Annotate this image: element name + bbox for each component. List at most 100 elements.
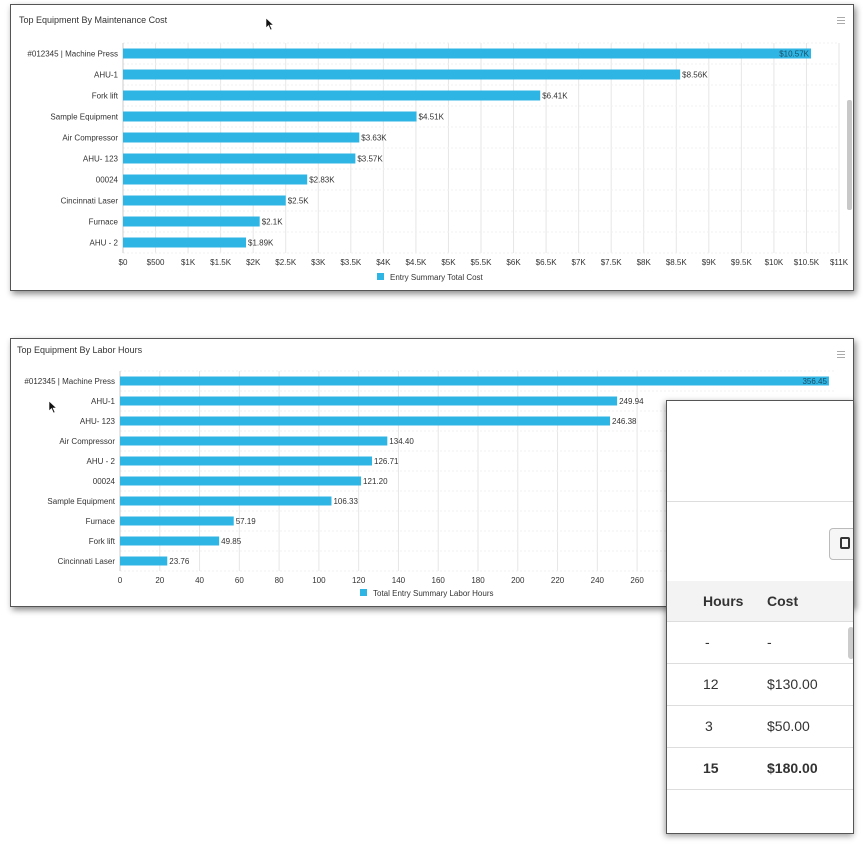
x-tick-label: $0 (119, 258, 128, 267)
x-tick-label: $500 (147, 258, 165, 267)
bar (120, 416, 611, 426)
data-label: $2.83K (309, 176, 335, 185)
legend-label: Total Entry Summary Labor Hours (373, 589, 494, 598)
menu-icon[interactable] (837, 351, 845, 358)
bar (123, 195, 286, 206)
data-label: 106.33 (333, 497, 358, 506)
maintenance-cost-chart: $0 $500 $1K $1.5K $2K $2.5K $3K $3.5K $4K $4.5K $5… (27, 42, 849, 282)
panel-title: Top Equipment By Maintenance Cost (19, 15, 168, 25)
x-tick-label: $7.5K (601, 258, 623, 267)
category-label: #012345 | Machine Press (27, 50, 118, 59)
bar (120, 496, 332, 506)
category-label: AHU - 2 (90, 239, 119, 248)
bar (120, 536, 220, 546)
x-tick-label: 160 (432, 576, 446, 585)
bar (123, 237, 247, 248)
x-tick-label: 180 (471, 576, 485, 585)
x-tick-label: $4.5K (405, 258, 427, 267)
bar (123, 69, 681, 80)
category-label: AHU-1 (91, 397, 116, 406)
hours-total: 15 (703, 760, 719, 776)
category-label: Furnace (89, 218, 119, 227)
data-label: 126.71 (374, 457, 399, 466)
x-tick-label: 240 (591, 576, 605, 585)
legend-swatch (377, 273, 384, 280)
bar (123, 216, 260, 227)
x-tick-label: $3.5K (340, 258, 362, 267)
data-label: 57.19 (236, 517, 257, 526)
category-label: #012345 | Machine Press (24, 377, 115, 386)
panel-title: Top Equipment By Labor Hours (17, 345, 143, 355)
x-tick-label: 60 (235, 576, 244, 585)
x-tick-label: $1K (181, 258, 196, 267)
x-tick-label: $11K (830, 258, 849, 267)
legend-label: Entry Summary Total Cost (390, 273, 484, 282)
category-label: Sample Equipment (47, 497, 115, 506)
bar (120, 436, 388, 446)
data-label: 49.85 (221, 537, 242, 546)
category-label: Air Compressor (62, 134, 118, 143)
bar (123, 153, 356, 164)
data-label: $6.41K (542, 92, 568, 101)
bar (120, 456, 373, 466)
category-label: AHU - 2 (87, 457, 116, 466)
x-tick-label: $3K (311, 258, 326, 267)
bar (123, 48, 812, 59)
category-label: Cincinnati Laser (58, 557, 116, 566)
hours-header: Hours (703, 593, 744, 609)
data-label: 23.76 (169, 557, 190, 566)
bar (123, 111, 417, 122)
x-tick-label: $6K (506, 258, 521, 267)
bar (123, 90, 541, 101)
data-label: $3.63K (361, 134, 387, 143)
data-label: 246.38 (612, 417, 637, 426)
x-tick-label: 100 (312, 576, 326, 585)
cost-total: $180.00 (767, 760, 818, 776)
x-tick-label: $9.5K (731, 258, 753, 267)
mouse-cursor-icon (265, 17, 275, 31)
category-label: Fork lift (89, 537, 116, 546)
category-label: AHU- 123 (83, 155, 119, 164)
cost-cell: $130.00 (767, 676, 818, 692)
data-label: $2.5K (288, 197, 310, 206)
table-total-row: 15 $180.00 (667, 747, 853, 790)
x-tick-label: $1.5K (210, 258, 232, 267)
x-tick-label: $2.5K (275, 258, 297, 267)
bar (120, 476, 362, 486)
x-tick-label: 80 (275, 576, 284, 585)
data-label: $1.89K (248, 239, 274, 248)
print-button[interactable] (829, 528, 853, 560)
mouse-cursor-icon (48, 400, 58, 414)
x-tick-label: $10K (765, 258, 784, 267)
labor-hours-chart: 0 20 40 60 80 100 120 140 160 180 200 220 240 260 #012… (24, 370, 836, 598)
scrollbar[interactable] (847, 100, 852, 210)
hours-cell: 3 (705, 718, 713, 734)
category-label: Fork lift (92, 92, 119, 101)
x-tick-label: 200 (511, 576, 525, 585)
x-tick-label: 0 (118, 576, 123, 585)
category-label: Cincinnati Laser (61, 197, 119, 206)
x-tick-label: $6.5K (536, 258, 558, 267)
data-label: 356.45 (802, 377, 827, 386)
menu-icon[interactable] (837, 17, 845, 24)
bar (123, 132, 360, 143)
bar (120, 516, 234, 526)
x-tick-label: $8.5K (666, 258, 688, 267)
x-tick-label: 120 (352, 576, 366, 585)
x-tick-label: $8K (637, 258, 652, 267)
table-row: - - (667, 621, 853, 663)
category-label: 00024 (93, 477, 116, 486)
hours-cell: - (705, 634, 710, 650)
bar (120, 376, 829, 386)
data-label: $10.57K (779, 50, 809, 59)
x-tick-label: 260 (630, 576, 644, 585)
data-label: $4.51K (419, 113, 445, 122)
scrollbar[interactable] (848, 627, 853, 659)
table-row: 3 $50.00 (667, 705, 853, 747)
cost-cell: $50.00 (767, 718, 810, 734)
table-row: 12 $130.00 (667, 663, 853, 705)
x-tick-label: $7K (572, 258, 587, 267)
table-header: Hours Cost (667, 581, 853, 621)
x-tick-label: $9K (702, 258, 717, 267)
x-tick-label: 140 (392, 576, 406, 585)
